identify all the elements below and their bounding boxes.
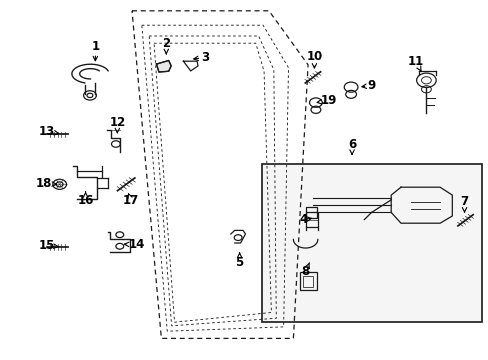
Text: 17: 17 [122,194,139,207]
Text: 12: 12 [109,116,125,133]
Text: 6: 6 [347,138,355,154]
Bar [305,212,317,227]
Text: 13: 13 [38,125,59,138]
Bar [305,207,316,218]
Text: 2: 2 [162,37,170,54]
Text: 14: 14 [124,238,145,251]
Text: 19: 19 [316,94,337,107]
Bar [261,164,481,322]
Text: 1: 1 [91,40,99,61]
Text: 16: 16 [77,192,94,207]
Text: 9: 9 [361,79,375,92]
Text: 15: 15 [38,239,58,252]
Polygon shape [156,60,171,72]
Text: 3: 3 [193,51,209,64]
Text: 10: 10 [305,50,322,68]
Text: 5: 5 [235,253,243,269]
Text: 4: 4 [299,213,311,226]
Text: 7: 7 [460,195,468,212]
Text: 8: 8 [301,263,309,278]
Bar [299,272,316,290]
Text: 18: 18 [36,177,56,190]
Bar [303,276,312,287]
Text: 11: 11 [407,55,423,71]
